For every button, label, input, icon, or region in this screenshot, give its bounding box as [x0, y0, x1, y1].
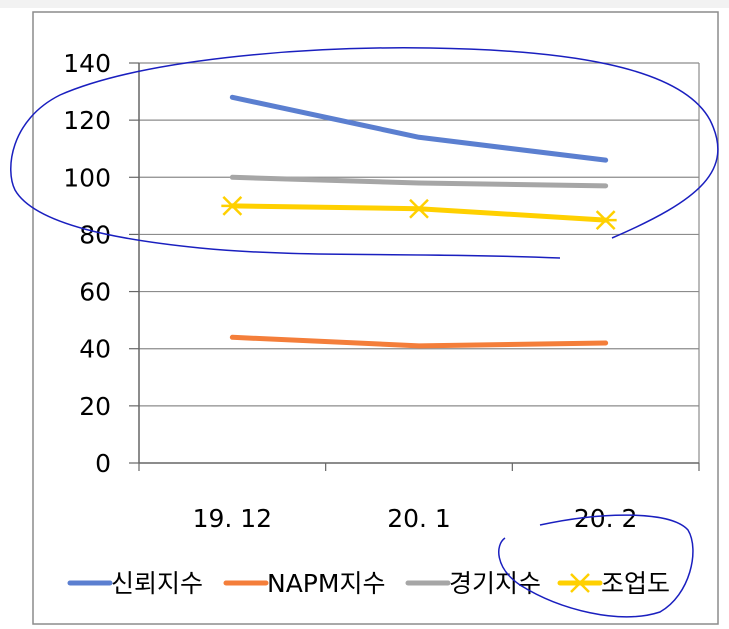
series-lines	[221, 94, 617, 349]
data-point-marker	[221, 195, 244, 216]
x-tick-labels: 19. 12 20. 1 20. 2	[193, 504, 638, 533]
legend-label: 조업도	[601, 569, 670, 598]
annotation-ellipse-small	[498, 514, 694, 618]
legend-marker	[570, 573, 590, 593]
legend-label: NAPM지수	[267, 569, 385, 598]
legend-item: 조업도	[557, 569, 670, 598]
top-dotted-strip	[0, 0, 729, 8]
y-tick-label: 100	[63, 163, 111, 192]
y-tick-label: 40	[79, 335, 111, 364]
y-tick-label: 60	[79, 278, 111, 307]
y-tick-label: 20	[79, 392, 111, 421]
handwritten-annotations	[10, 47, 719, 618]
legend-label: 경기지수	[449, 569, 541, 598]
legend-label: 신뢰지수	[111, 569, 203, 598]
y-tick-label: 0	[95, 449, 111, 478]
y-tick-label: 140	[63, 49, 111, 78]
series-line	[229, 334, 609, 349]
x-tick-label: 20. 2	[574, 504, 638, 533]
legend-item: NAPM지수	[223, 569, 385, 598]
series-line	[229, 174, 609, 189]
x-tick-label: 20. 1	[387, 504, 451, 533]
series-line	[229, 94, 609, 163]
data-point-marker	[408, 198, 430, 219]
legend-item: 경기지수	[405, 569, 541, 598]
y-tick-label: 80	[79, 220, 111, 249]
y-tick-labels: 0 20 40 60 80 100 120 140	[63, 49, 111, 478]
legend-item: 신뢰지수	[67, 569, 203, 598]
chart-area-border	[32, 11, 719, 625]
data-point-marker	[594, 210, 617, 231]
annotation-ellipse-large	[10, 47, 719, 259]
y-tick-label: 120	[63, 106, 111, 135]
legend: 신뢰지수 NAPM지수 경기지수 조업도	[67, 569, 670, 598]
x-tick-label: 19. 12	[193, 504, 273, 533]
axes	[129, 62, 700, 471]
